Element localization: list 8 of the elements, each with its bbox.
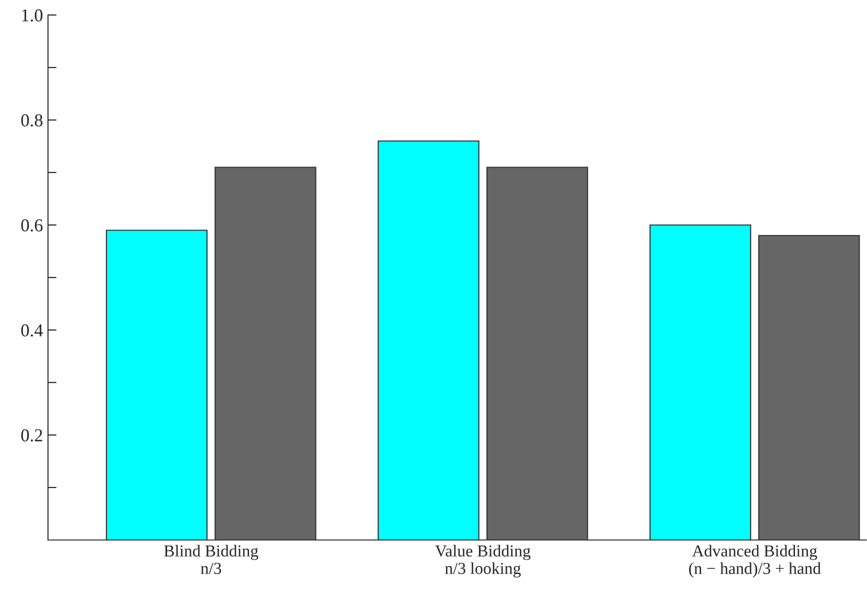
y-tick-label: 0.4 bbox=[21, 324, 43, 337]
y-tick-label: 0.6 bbox=[21, 219, 43, 232]
y-tick-label: 1.0 bbox=[22, 9, 42, 22]
y-tick-label: 0.8 bbox=[21, 114, 42, 127]
y-tick-label: 0.2 bbox=[21, 429, 42, 442]
x-tick-label: Value Bidding n/3 looking bbox=[435, 544, 530, 578]
x-tick-label: Advanced Bidding (n − hand)/3 + hand bbox=[689, 544, 821, 578]
x-tick-label: Blind Bidding n/3 bbox=[164, 544, 258, 574]
